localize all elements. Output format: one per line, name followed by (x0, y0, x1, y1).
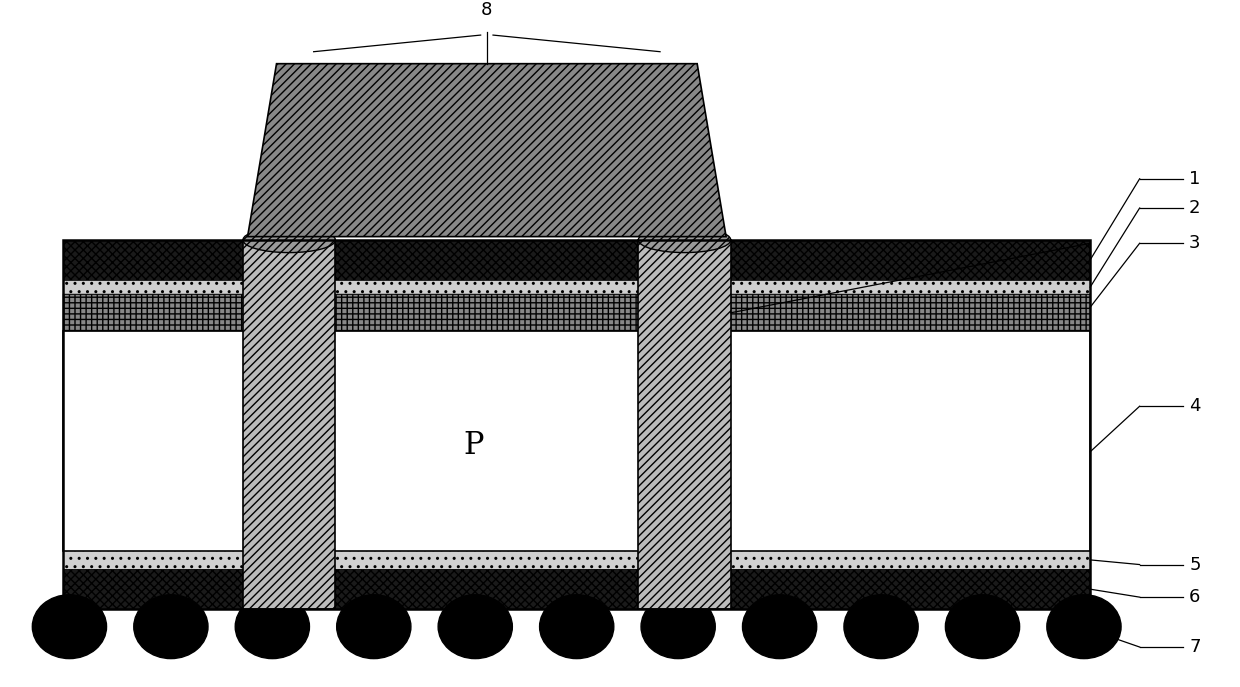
Ellipse shape (539, 595, 614, 659)
Ellipse shape (641, 595, 715, 659)
Polygon shape (248, 64, 727, 236)
Text: 8: 8 (481, 1, 492, 19)
Bar (63, 295, 1090, 331)
Ellipse shape (945, 595, 1019, 659)
Bar (639, 240, 730, 609)
Bar (243, 240, 335, 609)
Ellipse shape (337, 595, 410, 659)
Ellipse shape (32, 595, 107, 659)
Bar (63, 570, 1090, 609)
Ellipse shape (844, 595, 918, 659)
Ellipse shape (743, 595, 817, 659)
Bar (63, 240, 1090, 280)
Ellipse shape (236, 595, 310, 659)
Text: 4: 4 (1189, 397, 1200, 415)
Ellipse shape (134, 595, 208, 659)
Bar (63, 240, 1090, 609)
Bar (63, 295, 1090, 331)
Text: 7: 7 (1189, 638, 1200, 656)
Ellipse shape (243, 227, 335, 253)
Text: 3: 3 (1189, 234, 1200, 252)
Text: 5: 5 (1189, 556, 1200, 574)
Text: P: P (464, 430, 485, 461)
Text: 1: 1 (1189, 170, 1200, 188)
Bar (63, 331, 1090, 550)
Text: 2: 2 (1189, 199, 1200, 217)
Text: 6: 6 (1189, 588, 1200, 606)
Ellipse shape (1047, 595, 1121, 659)
Ellipse shape (639, 227, 730, 253)
Bar (63, 550, 1090, 570)
Bar (63, 280, 1090, 295)
Ellipse shape (438, 595, 512, 659)
